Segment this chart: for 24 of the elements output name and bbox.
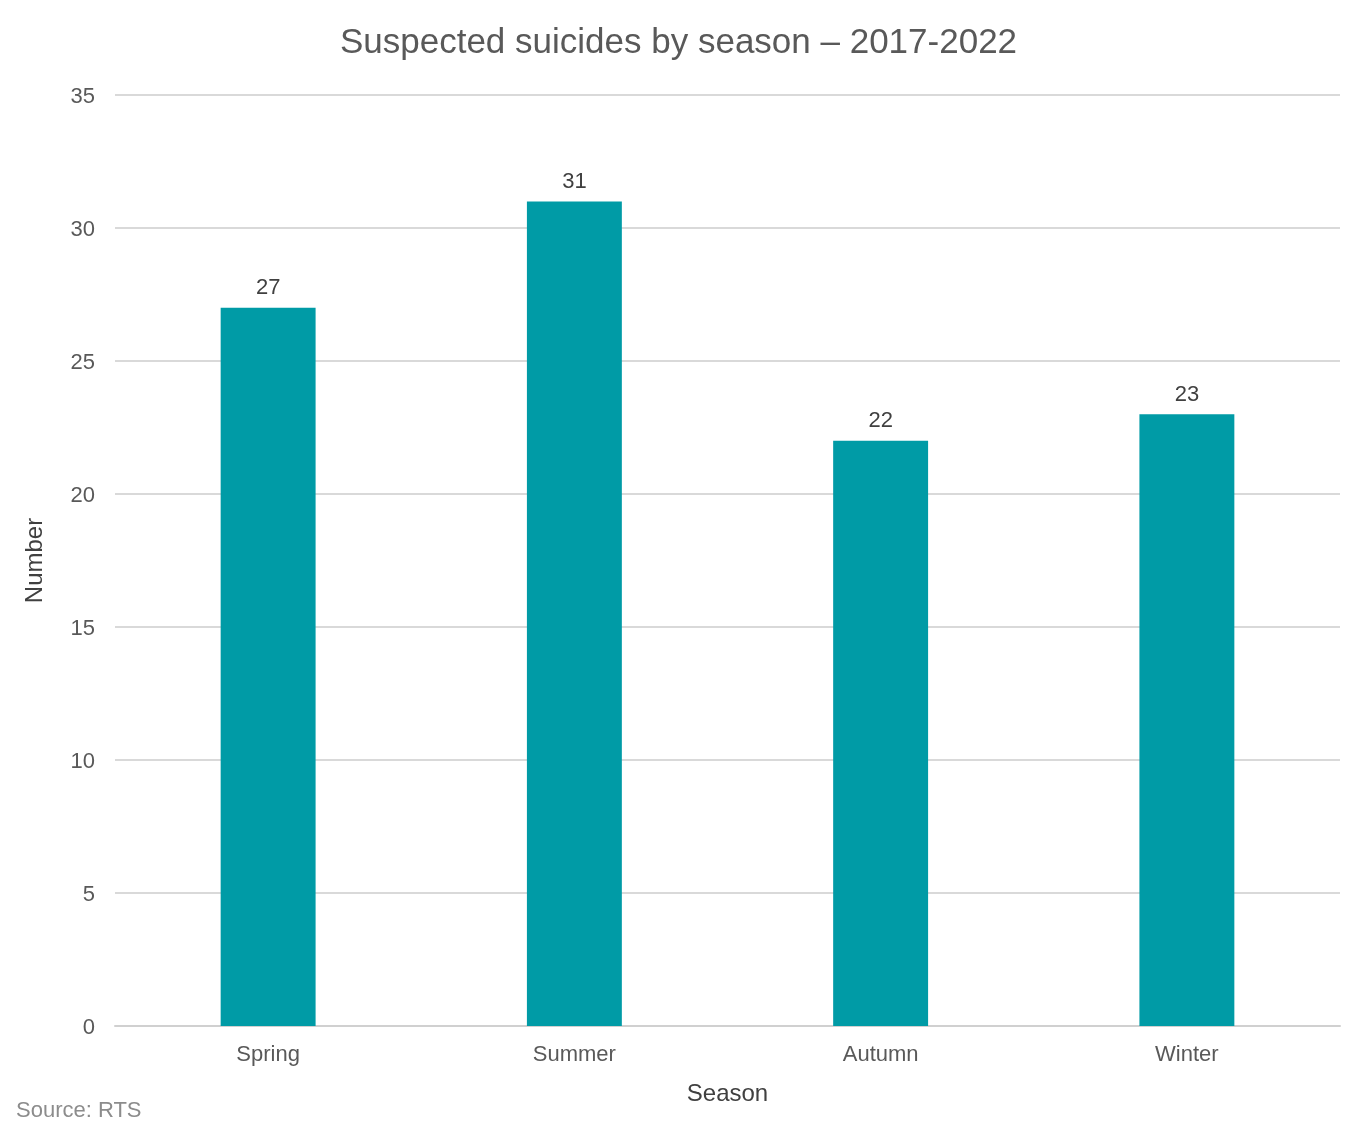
- y-tick-label: 15: [70, 614, 95, 640]
- y-tick-label: 10: [70, 747, 95, 773]
- x-tick-label: Spring: [236, 1040, 300, 1066]
- data-label: 31: [562, 167, 587, 193]
- bar: [220, 307, 316, 1026]
- y-tick-label: 35: [70, 82, 95, 108]
- x-tick-label: Summer: [532, 1040, 616, 1066]
- y-tick-label: 0: [82, 1013, 95, 1039]
- x-tick-label: Winter: [1155, 1040, 1219, 1066]
- source-note: Source: RTS: [16, 1096, 142, 1122]
- bar: [1139, 414, 1235, 1026]
- chart-title: Suspected suicides by season – 2017-2022: [339, 21, 1018, 60]
- y-axis-title: Number: [19, 517, 47, 604]
- data-label: 27: [255, 274, 281, 300]
- y-tick-label: 30: [70, 215, 95, 241]
- bar: [833, 440, 929, 1026]
- y-tick-label: 5: [82, 880, 95, 906]
- data-label: 23: [1174, 380, 1200, 406]
- data-label: 22: [868, 407, 893, 433]
- bar: [526, 201, 622, 1026]
- y-tick-label: 25: [70, 348, 95, 374]
- y-tick-label: 20: [70, 481, 95, 507]
- x-axis-title: Season: [686, 1078, 769, 1106]
- x-tick-label: Autumn: [842, 1040, 919, 1066]
